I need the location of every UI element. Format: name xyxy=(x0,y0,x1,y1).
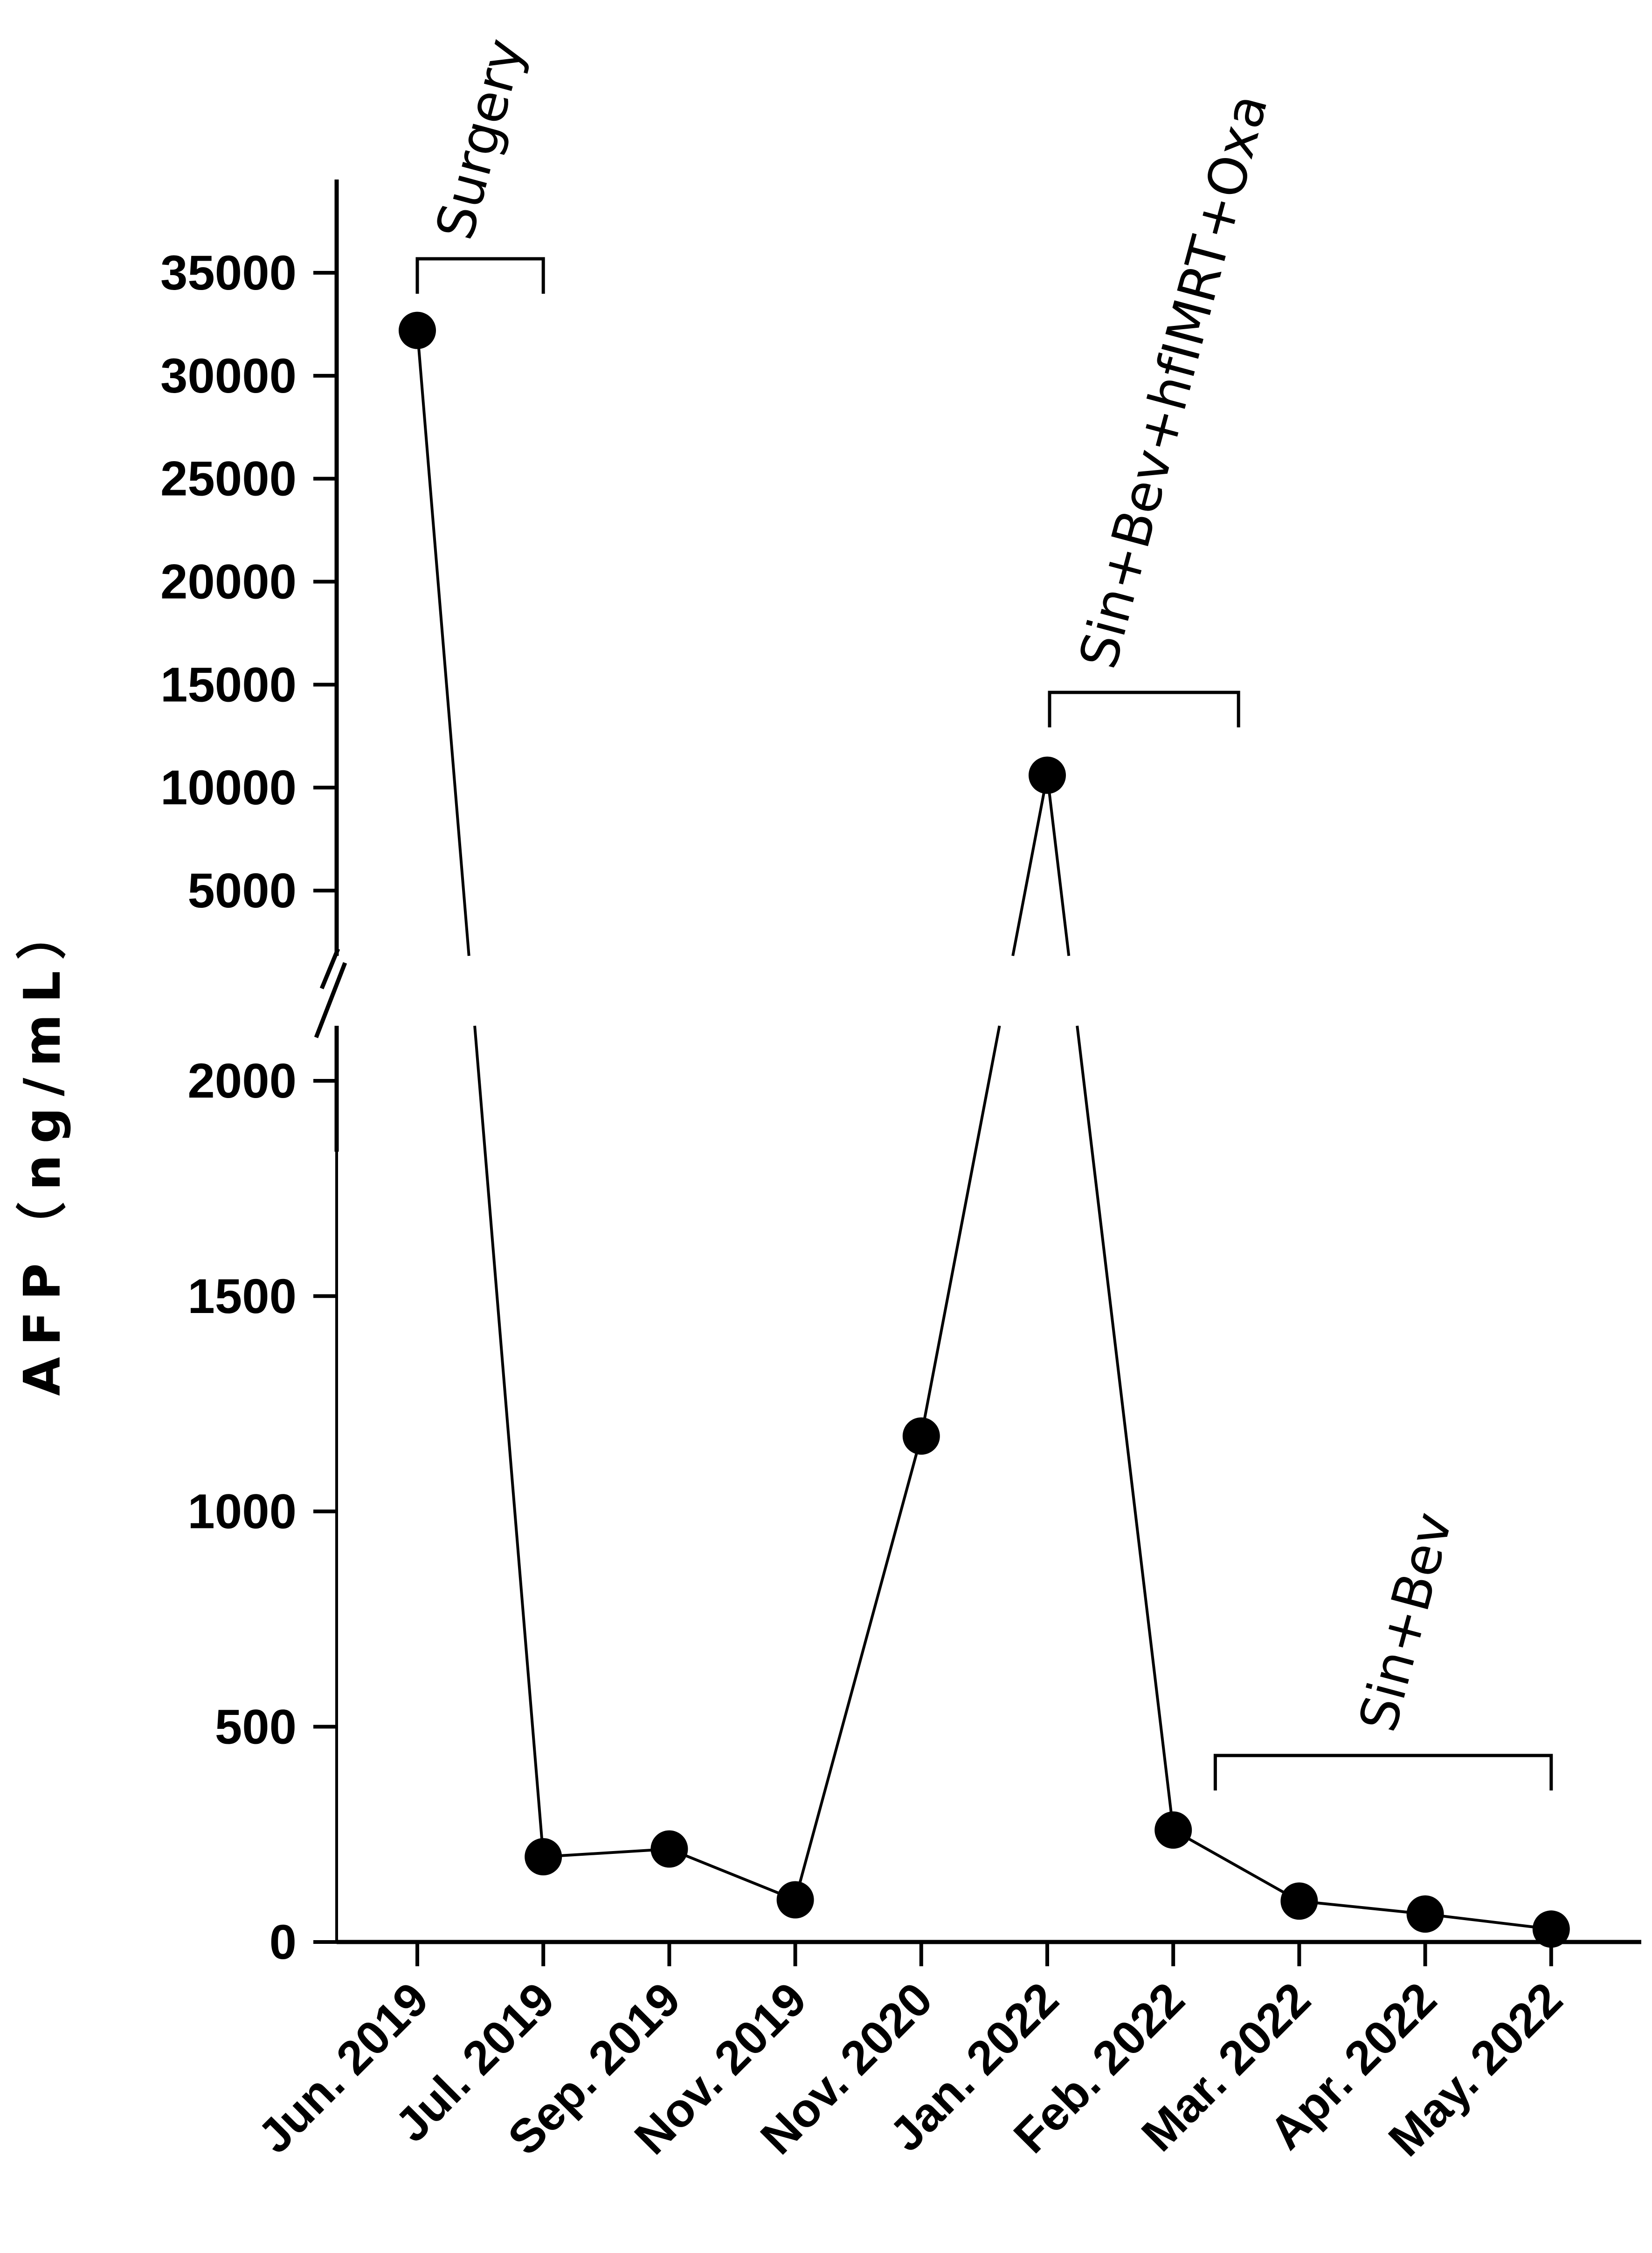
data-point xyxy=(1280,1882,1318,1920)
y-tick-label: 500 xyxy=(215,1700,297,1754)
series-points xyxy=(399,311,1570,1948)
data-point xyxy=(650,1830,688,1868)
series-segment xyxy=(473,1025,545,1857)
annotation-label: Sin+Bev+hfIMRT+Oxa xyxy=(1068,88,1280,675)
y-tick-label: 15000 xyxy=(160,657,297,712)
y-tick-label: 1000 xyxy=(187,1485,297,1539)
data-point xyxy=(1406,1895,1444,1933)
series-line xyxy=(416,330,1552,1931)
y-tick-label: 30000 xyxy=(160,349,297,403)
data-point xyxy=(902,1417,940,1455)
series-segment xyxy=(794,1436,923,1901)
annotation-bracket xyxy=(415,257,545,294)
data-point xyxy=(1532,1910,1570,1948)
data-point xyxy=(399,311,436,349)
annotation-bracket xyxy=(1213,1754,1553,1790)
series-segment xyxy=(543,1847,670,1859)
y-tick-label: 5000 xyxy=(187,864,297,918)
axes xyxy=(314,180,1641,1944)
y-tick-label: 35000 xyxy=(160,246,297,300)
y-tick-label: 2000 xyxy=(187,1054,297,1108)
annotation-bracket xyxy=(1048,691,1240,727)
series-segment xyxy=(1011,775,1049,956)
series-segment xyxy=(919,1025,1001,1437)
series-segment xyxy=(1172,1829,1300,1902)
series-segment xyxy=(1046,775,1071,956)
data-point xyxy=(525,1838,562,1876)
series-segment xyxy=(1299,1900,1425,1915)
y-tick-label: 20000 xyxy=(160,555,297,609)
axis-break-mark xyxy=(314,962,347,1038)
data-point xyxy=(776,1881,814,1919)
y-axis-label: AFP（ng/mL） xyxy=(14,898,72,1396)
series-segment xyxy=(1425,1912,1552,1931)
y-tick-label: 10000 xyxy=(160,760,297,815)
data-point xyxy=(1154,1811,1192,1849)
axis-break-mark xyxy=(319,948,340,989)
treatment-annotations: Surgery Sin+Bev+hfIMRT+Oxa Sin+Bev xyxy=(415,33,1553,1790)
y-tick-label: 1500 xyxy=(187,1269,297,1324)
annotation-label: Surgery xyxy=(425,33,536,246)
data-point xyxy=(1029,756,1066,794)
series-segment xyxy=(1076,1025,1175,1831)
series-segment xyxy=(416,330,470,956)
y-axis-ticks: 0 500 1000 1500 2000 5000 10000 15000 20000 25000… xyxy=(160,246,337,1970)
y-tick-label: 25000 xyxy=(160,452,297,506)
series-segment xyxy=(669,1847,796,1901)
annotation-label: Sin+Bev xyxy=(1348,1507,1465,1738)
y-tick-label: 0 xyxy=(270,1915,297,1970)
